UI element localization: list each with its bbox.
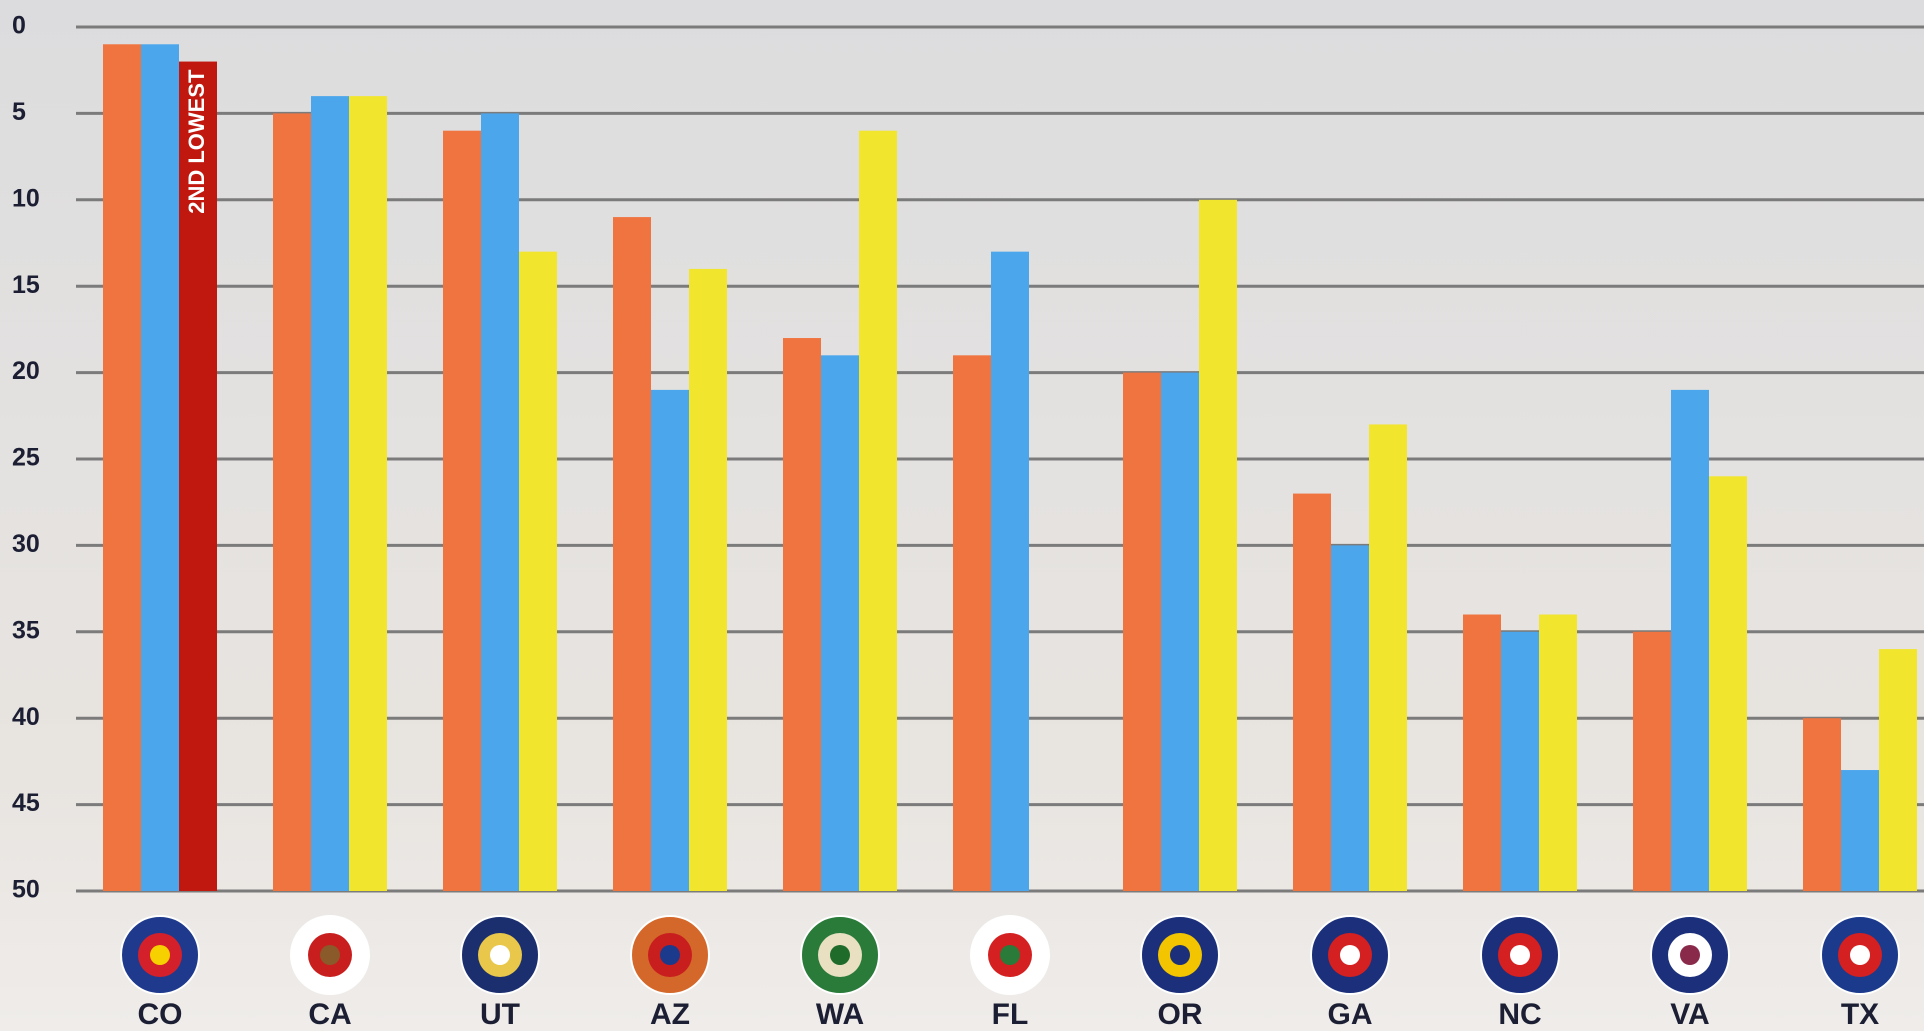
y-tick-label: 15 xyxy=(12,271,40,299)
bar xyxy=(1501,632,1539,891)
bar xyxy=(1879,649,1917,891)
x-tick-label: AZ xyxy=(650,998,690,1031)
x-tick-label: VA xyxy=(1670,998,1709,1031)
bar xyxy=(349,96,387,891)
y-tick-label: 40 xyxy=(12,703,40,731)
bar xyxy=(821,355,859,891)
bar xyxy=(1539,615,1577,891)
flag-icon-detail xyxy=(1170,945,1190,965)
annotation: 2ND LOWEST xyxy=(184,69,209,214)
bar xyxy=(481,113,519,891)
y-tick-label: 35 xyxy=(12,616,40,644)
x-tick-label: WA xyxy=(816,998,864,1031)
x-tick-label: OR xyxy=(1158,998,1203,1031)
bar xyxy=(273,113,311,891)
bar xyxy=(443,131,481,891)
page: 0 5 10 15 20 25 30 35 40 45 50 CO CA UT AZ WA FL OR GA NC VA… xyxy=(0,0,1924,1031)
flag-icon-detail xyxy=(1510,945,1530,965)
bar xyxy=(1293,494,1331,891)
flag-icon-detail xyxy=(1680,945,1700,965)
x-tick-label: UT xyxy=(480,998,520,1031)
bar xyxy=(1709,476,1747,891)
bar xyxy=(1633,632,1671,891)
flag-icon-detail xyxy=(1000,945,1020,965)
y-tick-label: 30 xyxy=(12,530,40,558)
bar xyxy=(1199,200,1237,891)
chart: 0 5 10 15 20 25 30 35 40 45 50 CO CA UT AZ WA FL OR GA NC VA… xyxy=(0,0,1924,1031)
bar xyxy=(991,252,1029,891)
bar xyxy=(859,131,897,891)
flag-icon-detail xyxy=(830,945,850,965)
flag-icon-detail xyxy=(320,945,340,965)
y-tick-label: 0 xyxy=(12,12,26,40)
bar xyxy=(519,252,557,891)
x-tick-label: GA xyxy=(1328,998,1373,1031)
bar xyxy=(1161,373,1199,891)
bar xyxy=(1123,373,1161,891)
bar xyxy=(311,96,349,891)
y-tick-label: 20 xyxy=(12,357,40,385)
bar xyxy=(783,338,821,891)
y-tick-label: 45 xyxy=(12,789,40,817)
bar xyxy=(1463,615,1501,891)
bar xyxy=(1671,390,1709,891)
flag-icon-detail xyxy=(660,945,680,965)
bar xyxy=(141,44,179,891)
bar xyxy=(651,390,689,891)
bar xyxy=(613,217,651,891)
x-tick-label: CO xyxy=(138,998,183,1031)
x-tick-label: FL xyxy=(992,998,1029,1031)
bar xyxy=(1841,770,1879,891)
y-tick-label: 10 xyxy=(12,184,40,212)
flag-icon-detail xyxy=(150,945,170,965)
flag-icon-detail xyxy=(490,945,510,965)
y-tick-label: 50 xyxy=(12,876,40,904)
bar xyxy=(1331,545,1369,891)
x-tick-label: TX xyxy=(1841,998,1879,1031)
x-tick-label: CA xyxy=(308,998,351,1031)
y-tick-label: 5 xyxy=(12,98,26,126)
bar xyxy=(103,44,141,891)
bar xyxy=(1369,424,1407,891)
bar xyxy=(1803,718,1841,891)
flag-icon-detail xyxy=(1340,945,1360,965)
flag-icon-detail xyxy=(1850,945,1870,965)
y-tick-label: 25 xyxy=(12,444,40,472)
bar xyxy=(689,269,727,891)
bar xyxy=(953,355,991,891)
x-tick-label: NC xyxy=(1498,998,1541,1031)
